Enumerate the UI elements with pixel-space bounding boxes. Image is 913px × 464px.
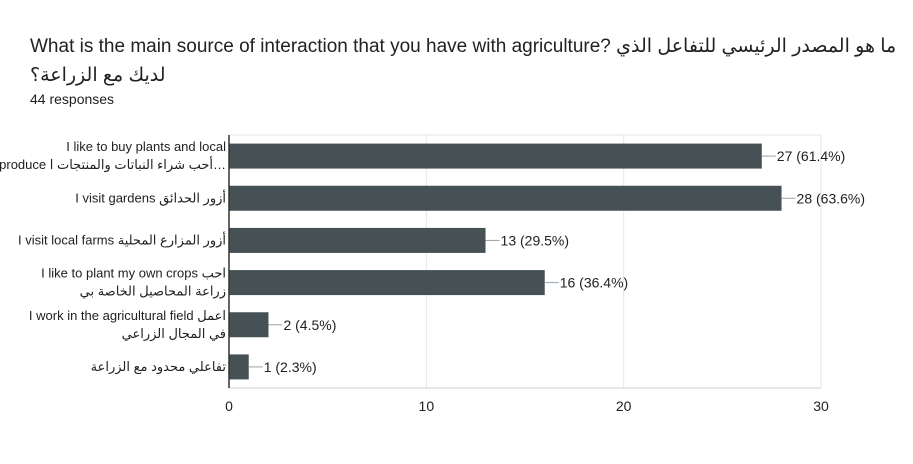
data-label: 2 (4.5%) xyxy=(283,317,336,333)
x-tick-label: 10 xyxy=(419,398,435,414)
data-label: 27 (61.4%) xyxy=(777,148,845,164)
data-label: 28 (63.6%) xyxy=(797,190,865,206)
bar xyxy=(229,185,782,211)
category-label: I like to plant my own crops احب xyxy=(41,266,226,281)
category-label: في المجال الزراعي xyxy=(122,326,226,342)
category-label: زراعة المحاصيل الخاصة بي xyxy=(80,284,226,300)
category-label: تفاعلي محدود مع الزراعة xyxy=(91,359,227,375)
data-label: 16 (36.4%) xyxy=(560,275,628,291)
category-label: I visit local farms أزور المزارع المحلية xyxy=(18,231,226,248)
x-tick-label: 20 xyxy=(616,398,632,414)
x-tick-label: 0 xyxy=(225,398,233,414)
x-tick-label: 30 xyxy=(813,398,829,414)
bar xyxy=(229,143,762,169)
question-title: What is the main source of interaction t… xyxy=(30,36,897,86)
bar xyxy=(229,227,486,253)
data-label: 13 (29.5%) xyxy=(501,232,569,248)
bar xyxy=(229,312,269,338)
response-count: 44 responses xyxy=(30,91,115,107)
bar xyxy=(229,354,249,380)
data-label: 1 (2.3%) xyxy=(264,359,317,375)
bar xyxy=(229,270,545,296)
category-label: I work in the agricultural field اعمل xyxy=(29,308,226,323)
category-label: produce أحب شراء النباتات والمنتجات ا… xyxy=(0,156,226,173)
category-label: I visit gardens أزور الحدائق xyxy=(75,189,226,206)
category-label: I like to buy plants and local xyxy=(66,139,226,154)
